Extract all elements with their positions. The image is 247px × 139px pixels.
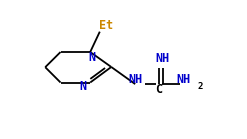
Text: C: C [156, 83, 163, 96]
Text: N: N [79, 80, 86, 93]
Text: NH: NH [176, 73, 190, 86]
Text: NH: NH [155, 52, 170, 65]
Text: NH: NH [128, 73, 142, 86]
Text: N: N [88, 51, 95, 64]
Text: 2: 2 [197, 82, 203, 91]
Text: Et: Et [99, 19, 114, 32]
